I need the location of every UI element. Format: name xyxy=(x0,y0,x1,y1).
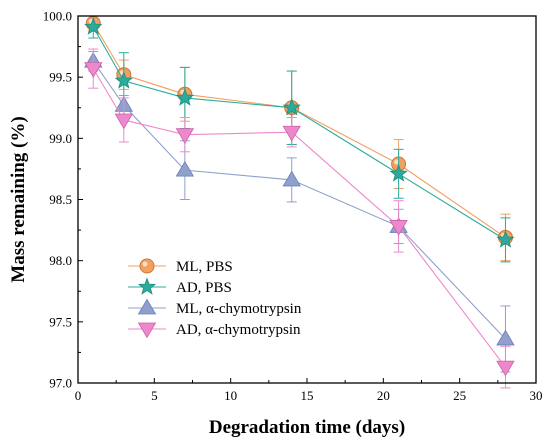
series-line xyxy=(92,23,506,238)
data-point xyxy=(139,258,155,274)
series-line xyxy=(92,68,506,368)
data-point xyxy=(114,113,133,130)
data-point xyxy=(175,128,195,144)
data-point xyxy=(389,164,408,182)
data-point xyxy=(114,71,133,89)
series-layer xyxy=(84,15,515,389)
x-tick-label: 25 xyxy=(453,388,466,403)
y-tick-label: 98.5 xyxy=(49,192,72,207)
series-line xyxy=(92,26,506,241)
x-tick-label: 15 xyxy=(301,388,314,403)
legend-label: AD, α-chymotrypsin xyxy=(176,322,301,338)
y-tick-label: 100.0 xyxy=(43,9,72,24)
plot-frame xyxy=(77,15,537,384)
y-tick-label: 99.5 xyxy=(49,70,72,85)
legend: ML, PBS AD, PBS ML, α-chymotrypsin AD, α-ch… xyxy=(128,258,302,339)
data-point xyxy=(496,360,515,377)
y-tick-label: 97.0 xyxy=(49,376,72,391)
y-axis-title: Mass remaining (%) xyxy=(8,116,29,282)
x-tick-label: 5 xyxy=(151,388,158,403)
x-tick-label: 30 xyxy=(530,388,543,403)
axis-ticks: 0 5 10 15 20 25 30 97.0 97.5 98.0 98.5 99.0 99.5 100.… xyxy=(43,9,543,404)
data-point xyxy=(389,220,408,236)
data-point xyxy=(282,170,301,187)
legend-item: ML, PBS xyxy=(128,258,233,275)
legend-item: AD, PBS xyxy=(128,277,232,296)
data-point xyxy=(84,17,103,35)
data-point xyxy=(175,88,195,106)
y-tick-label: 99.0 xyxy=(49,131,72,146)
legend-item: AD, α-chymotrypsin xyxy=(128,322,301,339)
data-point xyxy=(84,62,103,78)
data-point xyxy=(175,160,195,177)
marker-highlight xyxy=(142,261,148,267)
y-tick-label: 97.5 xyxy=(49,314,72,329)
legend-label: AD, PBS xyxy=(176,280,232,296)
x-tick-label: 20 xyxy=(377,388,390,403)
data-point xyxy=(137,322,157,339)
legend-label: ML, PBS xyxy=(176,259,233,275)
data-point xyxy=(282,125,301,142)
series-line xyxy=(92,60,506,340)
marker-highlight xyxy=(394,159,400,165)
legend-label: ML, α-chymotrypsin xyxy=(176,301,302,317)
legend-item: ML, α-chymotrypsin xyxy=(128,298,302,317)
data-point xyxy=(282,98,301,116)
x-tick-label: 0 xyxy=(75,388,82,403)
x-tick-label: 10 xyxy=(224,388,237,403)
data-point xyxy=(496,230,515,248)
y-tick-label: 98.0 xyxy=(49,253,72,268)
series-triangle-down xyxy=(84,48,515,389)
x-axis-title: Degradation time (days) xyxy=(209,417,405,438)
data-point xyxy=(137,277,157,295)
data-point xyxy=(496,329,515,346)
data-point xyxy=(137,298,157,315)
